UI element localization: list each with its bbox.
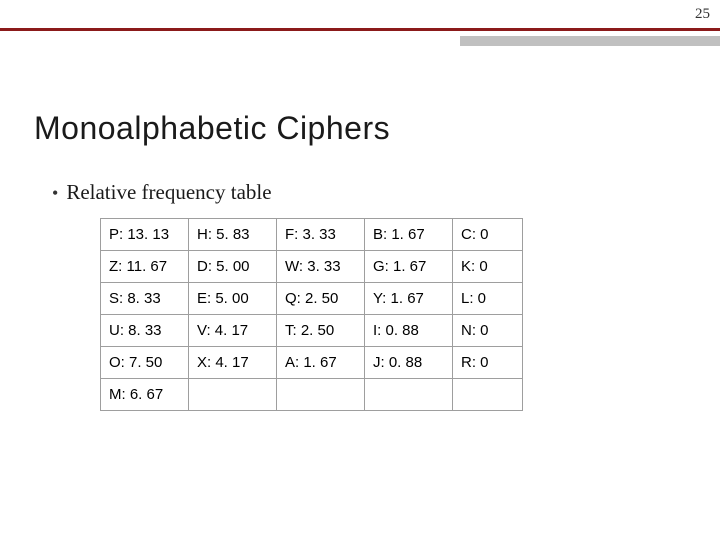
table-cell: E: 5. 00 bbox=[189, 283, 277, 315]
table-row: P: 13. 13 H: 5. 83 F: 3. 33 B: 1. 67 C: … bbox=[101, 219, 523, 251]
table-row: Z: 11. 67 D: 5. 00 W: 3. 33 G: 1. 67 K: … bbox=[101, 251, 523, 283]
table-cell: Y: 1. 67 bbox=[365, 283, 453, 315]
bullet-item: • Relative frequency table bbox=[52, 180, 272, 205]
table-cell bbox=[189, 379, 277, 411]
bullet-marker: • bbox=[52, 184, 58, 202]
gray-line bbox=[460, 36, 720, 46]
table-cell: K: 0 bbox=[453, 251, 523, 283]
table-row: M: 6. 67 bbox=[101, 379, 523, 411]
table-cell: I: 0. 88 bbox=[365, 315, 453, 347]
table-cell: V: 4. 17 bbox=[189, 315, 277, 347]
table-cell: Z: 11. 67 bbox=[101, 251, 189, 283]
table-cell: R: 0 bbox=[453, 347, 523, 379]
table-row: S: 8. 33 E: 5. 00 Q: 2. 50 Y: 1. 67 L: 0 bbox=[101, 283, 523, 315]
table-cell: W: 3. 33 bbox=[277, 251, 365, 283]
table-cell: G: 1. 67 bbox=[365, 251, 453, 283]
table-cell: M: 6. 67 bbox=[101, 379, 189, 411]
table-cell: C: 0 bbox=[453, 219, 523, 251]
table-row: U: 8. 33 V: 4. 17 T: 2. 50 I: 0. 88 N: 0 bbox=[101, 315, 523, 347]
accent-line bbox=[0, 28, 720, 31]
header-rule bbox=[0, 28, 720, 46]
table-cell: T: 2. 50 bbox=[277, 315, 365, 347]
table-cell: J: 0. 88 bbox=[365, 347, 453, 379]
table-cell: S: 8. 33 bbox=[101, 283, 189, 315]
table-cell: N: 0 bbox=[453, 315, 523, 347]
table-cell bbox=[453, 379, 523, 411]
table-cell bbox=[365, 379, 453, 411]
table-cell: D: 5. 00 bbox=[189, 251, 277, 283]
table-cell: B: 1. 67 bbox=[365, 219, 453, 251]
table-cell: Q: 2. 50 bbox=[277, 283, 365, 315]
table-cell: X: 4. 17 bbox=[189, 347, 277, 379]
table-cell: F: 3. 33 bbox=[277, 219, 365, 251]
table-cell: A: 1. 67 bbox=[277, 347, 365, 379]
slide: 25 Monoalphabetic Ciphers • Relative fre… bbox=[0, 0, 720, 540]
page-number: 25 bbox=[695, 6, 710, 23]
page-title: Monoalphabetic Ciphers bbox=[34, 110, 390, 147]
table-cell bbox=[277, 379, 365, 411]
table-cell: U: 8. 33 bbox=[101, 315, 189, 347]
table-cell: L: 0 bbox=[453, 283, 523, 315]
bullet-text: Relative frequency table bbox=[66, 180, 271, 205]
table-row: O: 7. 50 X: 4. 17 A: 1. 67 J: 0. 88 R: 0 bbox=[101, 347, 523, 379]
table-cell: H: 5. 83 bbox=[189, 219, 277, 251]
table-cell: P: 13. 13 bbox=[101, 219, 189, 251]
frequency-table: P: 13. 13 H: 5. 83 F: 3. 33 B: 1. 67 C: … bbox=[100, 218, 523, 411]
table-cell: O: 7. 50 bbox=[101, 347, 189, 379]
